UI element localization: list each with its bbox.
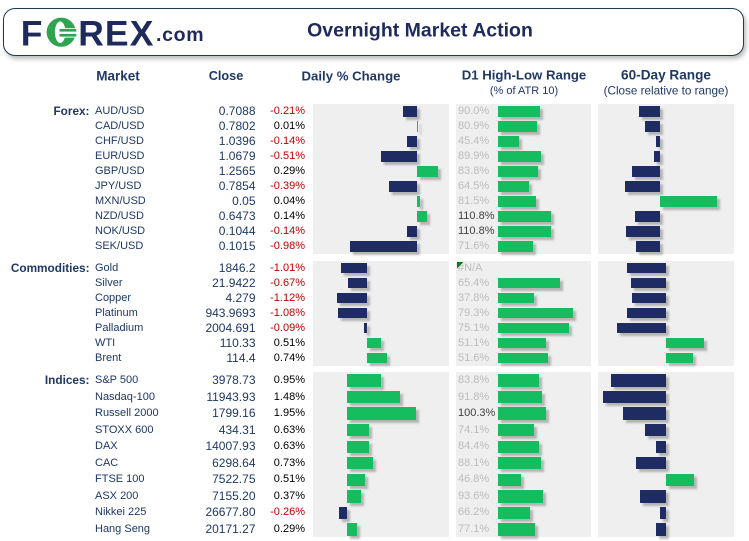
svg-text:.com: .com	[156, 24, 204, 46]
svg-text:REX: REX	[78, 13, 154, 53]
svg-text:F: F	[21, 13, 43, 53]
